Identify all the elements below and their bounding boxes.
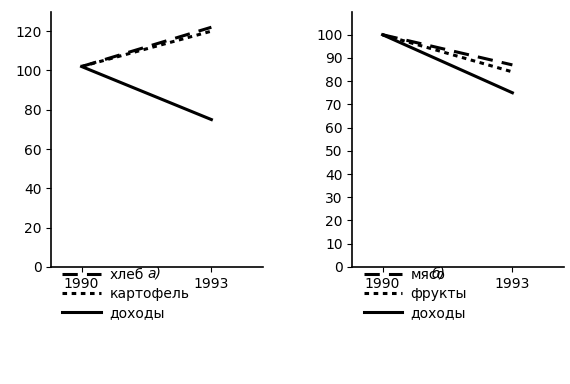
Text: а): а) bbox=[147, 267, 161, 281]
Text: б): б) bbox=[432, 267, 446, 281]
Legend: мясо, фрукты, доходы: мясо, фрукты, доходы bbox=[364, 268, 467, 320]
Legend: хлеб, картофель, доходы: хлеб, картофель, доходы bbox=[63, 268, 190, 320]
